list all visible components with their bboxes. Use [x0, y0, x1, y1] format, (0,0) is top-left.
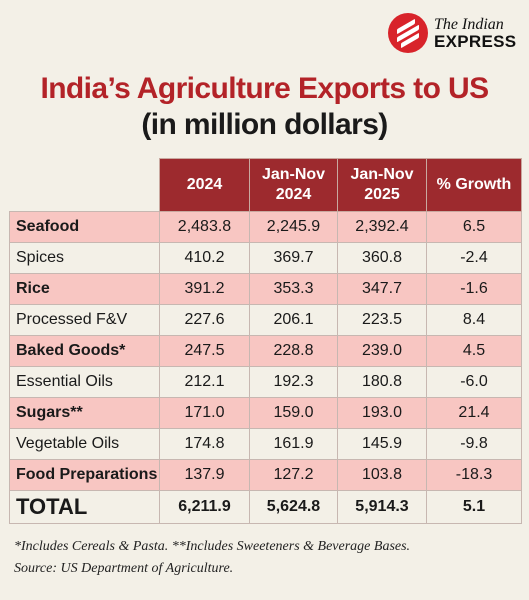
table-cell: 353.3 [249, 273, 338, 305]
column-header: Jan-Nov 2025 [337, 158, 427, 212]
footnote-text: *Includes Cereals & Pasta. **Includes Sw… [14, 539, 411, 554]
table-cell: 5,624.8 [249, 490, 338, 524]
source-text: Source: US Department of Agriculture. [14, 561, 234, 576]
table-cell: 180.8 [337, 366, 427, 398]
table-cell: 5.1 [426, 490, 522, 524]
table-cell: 5,914.3 [337, 490, 427, 524]
row-label: Essential Oils [9, 366, 160, 398]
table-cell: 171.0 [159, 397, 250, 429]
row-label: Sugars** [9, 397, 160, 429]
table-cell: 6,211.9 [159, 490, 250, 524]
table-cell: 347.7 [337, 273, 427, 305]
row-label: Rice [9, 273, 160, 305]
table-row: Processed F&V 227.6 206.1 223.5 8.4 [9, 304, 522, 336]
table-cell: 137.9 [159, 459, 250, 491]
table-cell: -18.3 [426, 459, 522, 491]
table-row: Essential Oils 212.1 192.3 180.8 -6.0 [9, 366, 522, 398]
table-cell: 193.0 [337, 397, 427, 429]
table-cell: 161.9 [249, 428, 338, 460]
table-cell: 103.8 [337, 459, 427, 491]
header-row: 2024 Jan-Nov 2024 Jan-Nov 2025 % Growth [10, 158, 522, 212]
logo-wordmark: The Indian EXPRESS [434, 15, 517, 51]
column-header: % Growth [426, 158, 522, 212]
row-label: Seafood [9, 211, 160, 243]
table-row: Rice 391.2 353.3 347.7 -1.6 [9, 273, 522, 305]
table-cell: 192.3 [249, 366, 338, 398]
table-cell: 223.5 [337, 304, 427, 336]
table-cell: 227.6 [159, 304, 250, 336]
row-label: Spices [9, 242, 160, 274]
table-cell: 360.8 [337, 242, 427, 274]
table-row: Baked Goods* 247.5 228.8 239.0 4.5 [9, 335, 522, 367]
table-cell: 410.2 [159, 242, 250, 274]
table-cell: 2,245.9 [249, 211, 338, 243]
exports-table: 2024 Jan-Nov 2024 Jan-Nov 2025 % Growth … [9, 158, 522, 524]
table-cell: -6.0 [426, 366, 522, 398]
table-cell: 228.8 [249, 335, 338, 367]
row-label: TOTAL [9, 490, 160, 524]
table-cell: 391.2 [159, 273, 250, 305]
table-cell: -9.8 [426, 428, 522, 460]
chart-title: India’s Agriculture Exports to US [40, 72, 489, 105]
indian-express-logo: The Indian EXPRESS [388, 10, 520, 56]
row-label: Vegetable Oils [9, 428, 160, 460]
table-cell: 145.9 [337, 428, 427, 460]
header-blank-cell [10, 159, 160, 212]
table-cell: 159.0 [249, 397, 338, 429]
row-label: Food Preparations [9, 459, 160, 491]
table-row: Vegetable Oils 174.8 161.9 145.9 -9.8 [9, 428, 522, 460]
table-cell: 247.5 [159, 335, 250, 367]
table-cell: -1.6 [426, 273, 522, 305]
table-cell: 2,392.4 [337, 211, 427, 243]
table-cell: 21.4 [426, 397, 522, 429]
chart-subtitle: (in million dollars) [141, 108, 388, 141]
logo-line-1: The Indian [434, 15, 504, 33]
footnotes: *Includes Cereals & Pasta. **Includes Sw… [14, 536, 519, 580]
table-cell: 127.2 [249, 459, 338, 491]
table-cell: 239.0 [337, 335, 427, 367]
table-cell: 212.1 [159, 366, 250, 398]
table-cell: 174.8 [159, 428, 250, 460]
total-row: TOTAL 6,211.9 5,624.8 5,914.3 5.1 [9, 490, 522, 524]
table-cell: 4.5 [426, 335, 522, 367]
table-cell: -2.4 [426, 242, 522, 274]
table-row: Food Preparations 137.9 127.2 103.8 -18.3 [9, 459, 522, 491]
table-cell: 369.7 [249, 242, 338, 274]
table-cell: 2,483.8 [159, 211, 250, 243]
table-cell: 8.4 [426, 304, 522, 336]
table-row: Seafood 2,483.8 2,245.9 2,392.4 6.5 [9, 211, 522, 243]
table-row: Spices 410.2 369.7 360.8 -2.4 [9, 242, 522, 274]
column-header: Jan-Nov 2024 [249, 158, 338, 212]
column-header: 2024 [159, 158, 250, 212]
logo-line-2: EXPRESS [434, 31, 517, 51]
table-cell: 6.5 [426, 211, 522, 243]
indian-express-logo-icon [388, 13, 428, 53]
row-label: Baked Goods* [9, 335, 160, 367]
table-row: Sugars** 171.0 159.0 193.0 21.4 [9, 397, 522, 429]
row-label: Processed F&V [9, 304, 160, 336]
table-cell: 206.1 [249, 304, 338, 336]
